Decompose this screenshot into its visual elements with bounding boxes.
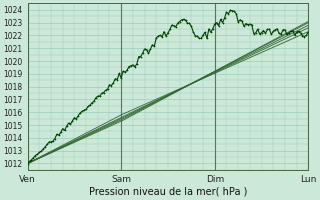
X-axis label: Pression niveau de la mer( hPa ): Pression niveau de la mer( hPa )	[89, 187, 247, 197]
